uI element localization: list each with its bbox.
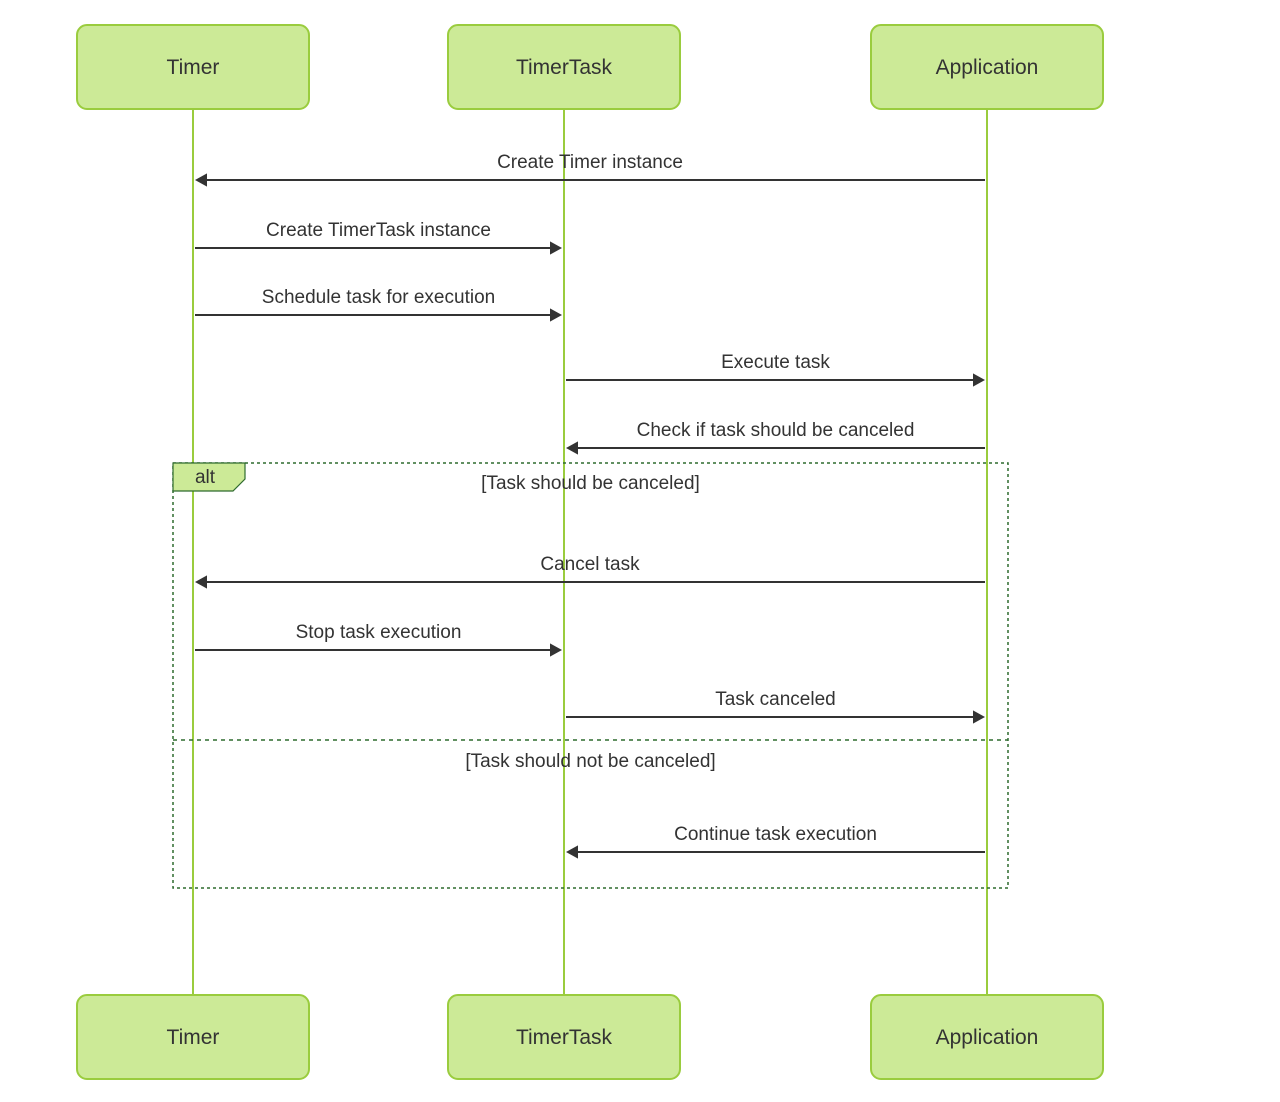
- arrowhead-icon: [195, 173, 207, 186]
- message-label: Create TimerTask instance: [266, 220, 491, 241]
- arrowhead-icon: [550, 643, 562, 656]
- arrowhead-icon: [550, 241, 562, 254]
- participant-label-timer-top: Timer: [167, 56, 220, 79]
- participant-label-application-bottom: Application: [936, 1026, 1039, 1049]
- arrowhead-icon: [550, 308, 562, 321]
- message-label: Continue task execution: [674, 824, 877, 845]
- message-label: Schedule task for execution: [262, 287, 495, 308]
- sequence-diagram: alt [Task should be canceled] [Task should…: [0, 0, 1280, 1102]
- message-label: Check if task should be canceled: [637, 420, 915, 441]
- arrowhead-icon: [973, 710, 985, 723]
- message-label: Cancel task: [540, 554, 640, 575]
- message-label: Task canceled: [715, 689, 835, 710]
- arrowhead-icon: [195, 575, 207, 588]
- alt-fragment-box: [173, 463, 1008, 888]
- arrowhead-icon: [566, 845, 578, 858]
- alt-guard: [Task should not be canceled]: [465, 751, 715, 772]
- message-label: Stop task execution: [296, 622, 462, 643]
- alt-label: alt: [195, 467, 216, 488]
- alt-guard: [Task should be canceled]: [481, 473, 700, 494]
- participant-label-timertask-bottom: TimerTask: [516, 1026, 613, 1049]
- message-label: Execute task: [721, 352, 830, 373]
- participant-label-timertask-top: TimerTask: [516, 56, 613, 79]
- participant-label-timer-bottom: Timer: [167, 1026, 220, 1049]
- arrowhead-icon: [973, 373, 985, 386]
- message-label: Create Timer instance: [497, 152, 683, 173]
- arrowhead-icon: [566, 441, 578, 454]
- participant-label-application-top: Application: [936, 56, 1039, 79]
